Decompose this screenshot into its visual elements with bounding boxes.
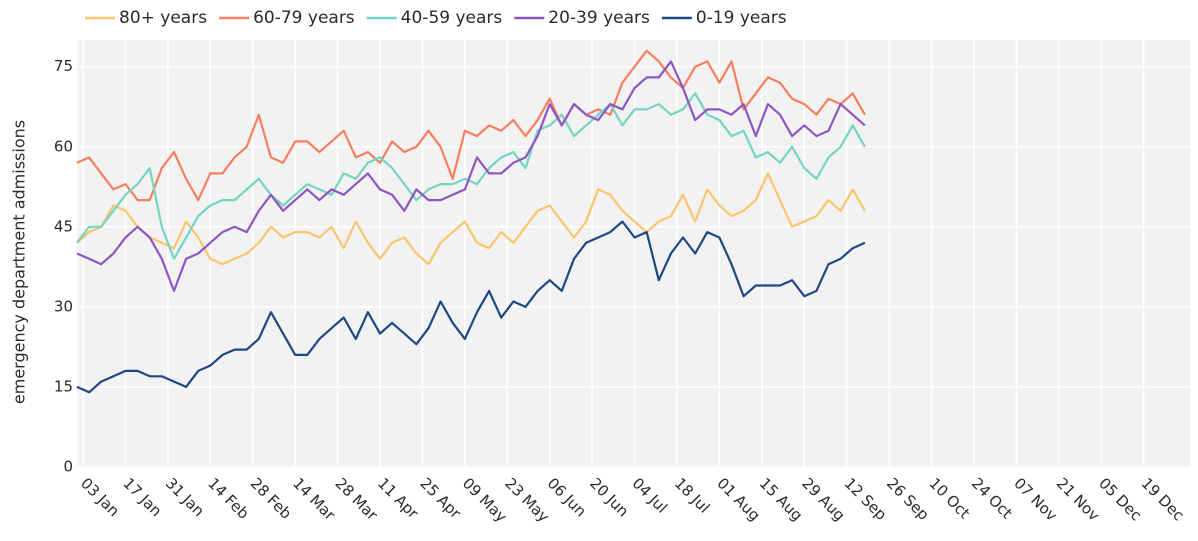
x-tick-label: 26 Sep — [883, 474, 933, 524]
x-tick-label: 17 Jan — [119, 474, 165, 520]
y-tick-label: 15 — [54, 377, 73, 395]
y-tick-label: 75 — [54, 57, 73, 75]
x-tick-label: 04 Jul — [629, 474, 671, 516]
x-tick-label: 14 Feb — [204, 474, 252, 522]
x-tick-label: 07 Nov — [1010, 474, 1060, 524]
legend-label: 40-59 years — [401, 8, 503, 28]
y-tick-label: 60 — [54, 137, 73, 155]
x-tick-label: 23 May — [501, 474, 553, 526]
y-axis-title: emergency department admissions — [10, 120, 29, 404]
x-tick-label: 24 Oct — [968, 474, 1016, 522]
y-tick-label: 0 — [63, 458, 73, 476]
legend-label: 0-19 years — [696, 8, 787, 28]
x-tick-label: 05 Dec — [1095, 474, 1145, 524]
x-tick-label: 18 Jul — [671, 474, 713, 516]
x-tick-label: 29 Aug — [798, 474, 848, 524]
plot-background — [77, 40, 1190, 467]
x-tick-label: 09 May — [459, 474, 511, 526]
series-line — [76, 49, 866, 202]
x-tick-label: 03 Jan — [77, 474, 123, 520]
series-line — [76, 60, 866, 292]
y-tick-label: 30 — [54, 297, 73, 315]
x-tick-label: 11 Apr — [374, 474, 423, 523]
x-tick-label: 31 Jan — [162, 474, 208, 520]
series-line — [76, 220, 866, 394]
y-tick-label: 45 — [54, 217, 73, 235]
x-tick-label: 14 Mar — [289, 474, 339, 524]
x-tick-label: 20 Jun — [586, 474, 632, 520]
x-tick-label: 21 Nov — [1053, 474, 1103, 524]
legend-label: 80+ years — [119, 8, 207, 28]
x-tick-label: 25 Apr — [416, 474, 465, 523]
legend-label: 60-79 years — [253, 8, 355, 28]
x-tick-label: 10 Oct — [926, 474, 974, 522]
x-tick-label: 12 Sep — [841, 474, 891, 524]
legend-label: 20-39 years — [548, 8, 650, 28]
x-tick-label: 28 Mar — [332, 474, 382, 524]
series-line — [76, 172, 866, 266]
x-tick-label: 19 Dec — [1138, 474, 1188, 524]
x-tick-label: 01 Aug — [713, 474, 763, 524]
x-tick-label: 28 Feb — [247, 474, 295, 522]
series-line — [76, 92, 866, 260]
x-tick-label: 15 Aug — [756, 474, 806, 524]
